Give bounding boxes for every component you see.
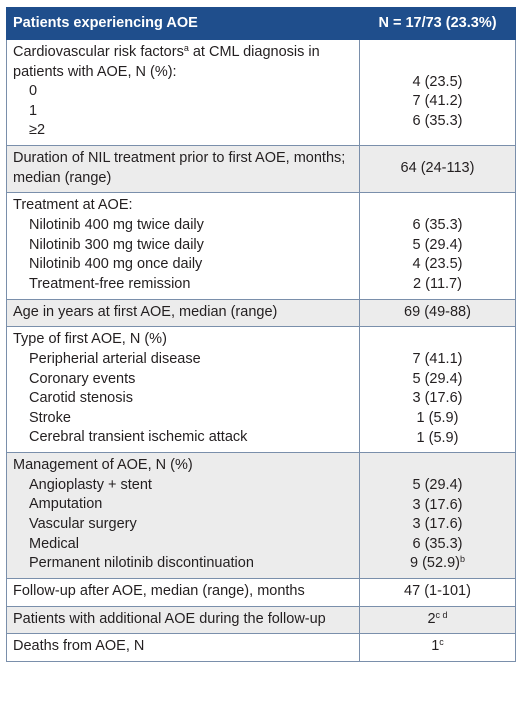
duration-value: 64 (24-113) bbox=[359, 144, 516, 194]
type-item-2: Carotid stenosis bbox=[29, 390, 133, 407]
header-patients: Patients experiencing AOE bbox=[6, 7, 360, 40]
deaths-label: Deaths from AOE, N bbox=[6, 633, 360, 662]
type-title: Type of first AOE, N (%) bbox=[13, 331, 167, 348]
table-row-duration: Duration of NIL treatment prior to first… bbox=[6, 144, 516, 194]
management-label: Management of AOE, N (%) Angioplasty + s… bbox=[6, 452, 360, 580]
management-value-0: 5 (29.4) bbox=[412, 477, 463, 494]
management-item-0: Angioplasty + stent bbox=[29, 476, 152, 493]
treatment-item-0: Nilotinib 400 mg twice daily bbox=[29, 216, 204, 233]
risk-factors-title-rest: at CML diagnosis in patients with AOE, N… bbox=[13, 44, 320, 80]
management-item-2: Vascular surgery bbox=[29, 516, 137, 533]
type-value-4: 1 (5.9) bbox=[416, 429, 459, 446]
risk-item-1: 1 bbox=[29, 102, 38, 119]
management-value-1: 3 (17.6) bbox=[412, 496, 463, 513]
risk-value-2: 6 (35.3) bbox=[412, 112, 463, 129]
risk-value-1: 7 (41.2) bbox=[412, 93, 463, 110]
risk-factors-values: 4 (23.5) 7 (41.2) 6 (35.3) bbox=[359, 39, 516, 146]
additional-label: Patients with additional AOE during the … bbox=[6, 605, 360, 635]
risk-factors-title: Cardiovascular risk factors bbox=[13, 44, 184, 60]
treatment-label: Treatment at AOE: Nilotinib 400 mg twice… bbox=[6, 192, 360, 300]
treatment-value-3: 2 (11.7) bbox=[413, 275, 462, 292]
treatment-value-1: 5 (29.4) bbox=[412, 236, 463, 253]
management-item-4: Permanent nilotinib discontinuation bbox=[29, 555, 254, 572]
management-item-3: Medical bbox=[29, 535, 79, 552]
type-item-1: Coronary events bbox=[29, 370, 136, 387]
treatment-value-2: 4 (23.5) bbox=[412, 256, 463, 273]
deaths-value-footnote: c bbox=[439, 637, 444, 648]
deaths-value-cell: 1c bbox=[359, 633, 516, 662]
followup-label: Follow-up after AOE, median (range), mon… bbox=[6, 578, 360, 607]
table-header-row: Patients experiencing AOE N = 17/73 (23.… bbox=[6, 7, 516, 40]
treatment-item-3: Treatment-free remission bbox=[29, 275, 191, 292]
management-title: Management of AOE, N (%) bbox=[13, 457, 193, 474]
treatment-value-0: 6 (35.3) bbox=[412, 217, 463, 234]
treatment-title: Treatment at AOE: bbox=[13, 197, 133, 214]
type-value-2: 3 (17.6) bbox=[412, 390, 463, 407]
age-label: Age in years at first AOE, median (range… bbox=[6, 298, 360, 328]
table-row-age: Age in years at first AOE, median (range… bbox=[6, 298, 516, 328]
type-value-0: 7 (41.1) bbox=[412, 351, 463, 368]
treatment-values: 6 (35.3) 5 (29.4) 4 (23.5) 2 (11.7) bbox=[359, 192, 516, 300]
additional-value: 2 bbox=[427, 610, 436, 627]
table-row-risk-factors: Cardiovascular risk factorsa at CML diag… bbox=[6, 39, 516, 146]
additional-value-footnote: c d bbox=[435, 609, 448, 620]
type-values: 7 (41.1) 5 (29.4) 3 (17.6) 1 (5.9) 1 (5.… bbox=[359, 326, 516, 454]
management-item-1: Amputation bbox=[29, 496, 103, 513]
header-n: N = 17/73 (23.3%) bbox=[359, 7, 516, 40]
treatment-item-1: Nilotinib 300 mg twice daily bbox=[29, 236, 204, 253]
type-item-3: Stroke bbox=[29, 409, 71, 426]
risk-factors-label: Cardiovascular risk factorsa at CML diag… bbox=[6, 39, 360, 146]
age-value: 69 (49-88) bbox=[359, 298, 516, 328]
type-value-1: 5 (29.4) bbox=[412, 370, 463, 387]
risk-item-2: ≥2 bbox=[29, 122, 46, 139]
management-value-3: 6 (35.3) bbox=[412, 535, 463, 552]
treatment-item-2: Nilotinib 400 mg once daily bbox=[29, 256, 203, 273]
risk-item-0: 0 bbox=[29, 83, 38, 100]
management-values: 5 (29.4) 3 (17.6) 3 (17.6) 6 (35.3) 9 (5… bbox=[359, 452, 516, 580]
duration-label: Duration of NIL treatment prior to first… bbox=[6, 144, 360, 194]
type-value-3: 1 (5.9) bbox=[416, 409, 459, 426]
table-row-treatment: Treatment at AOE: Nilotinib 400 mg twice… bbox=[6, 192, 516, 300]
type-item-0: Peripherial arterial disease bbox=[29, 350, 201, 367]
management-value-4-wrap: 9 (52.9)b bbox=[366, 554, 509, 574]
type-label: Type of first AOE, N (%) Peripherial art… bbox=[6, 326, 360, 454]
management-value-4-footnote: b bbox=[459, 554, 465, 565]
management-value-4: 9 (52.9) bbox=[410, 555, 460, 572]
risk-factors-footnote: a bbox=[183, 43, 189, 53]
risk-value-0: 4 (23.5) bbox=[412, 73, 463, 90]
table-row-type: Type of first AOE, N (%) Peripherial art… bbox=[6, 326, 516, 454]
deaths-value: 1 bbox=[431, 638, 440, 655]
management-value-2: 3 (17.6) bbox=[412, 516, 463, 533]
table-row-followup: Follow-up after AOE, median (range), mon… bbox=[6, 578, 516, 607]
additional-value-cell: 2c d bbox=[359, 605, 516, 635]
type-item-4: Cerebral transient ischemic attack bbox=[29, 429, 248, 446]
table-row-additional: Patients with additional AOE during the … bbox=[6, 605, 516, 635]
table-row-deaths: Deaths from AOE, N 1c bbox=[6, 633, 516, 662]
followup-value: 47 (1-101) bbox=[359, 578, 516, 607]
table-row-management: Management of AOE, N (%) Angioplasty + s… bbox=[6, 452, 516, 580]
aoe-table: Patients experiencing AOE N = 17/73 (23.… bbox=[6, 7, 516, 662]
